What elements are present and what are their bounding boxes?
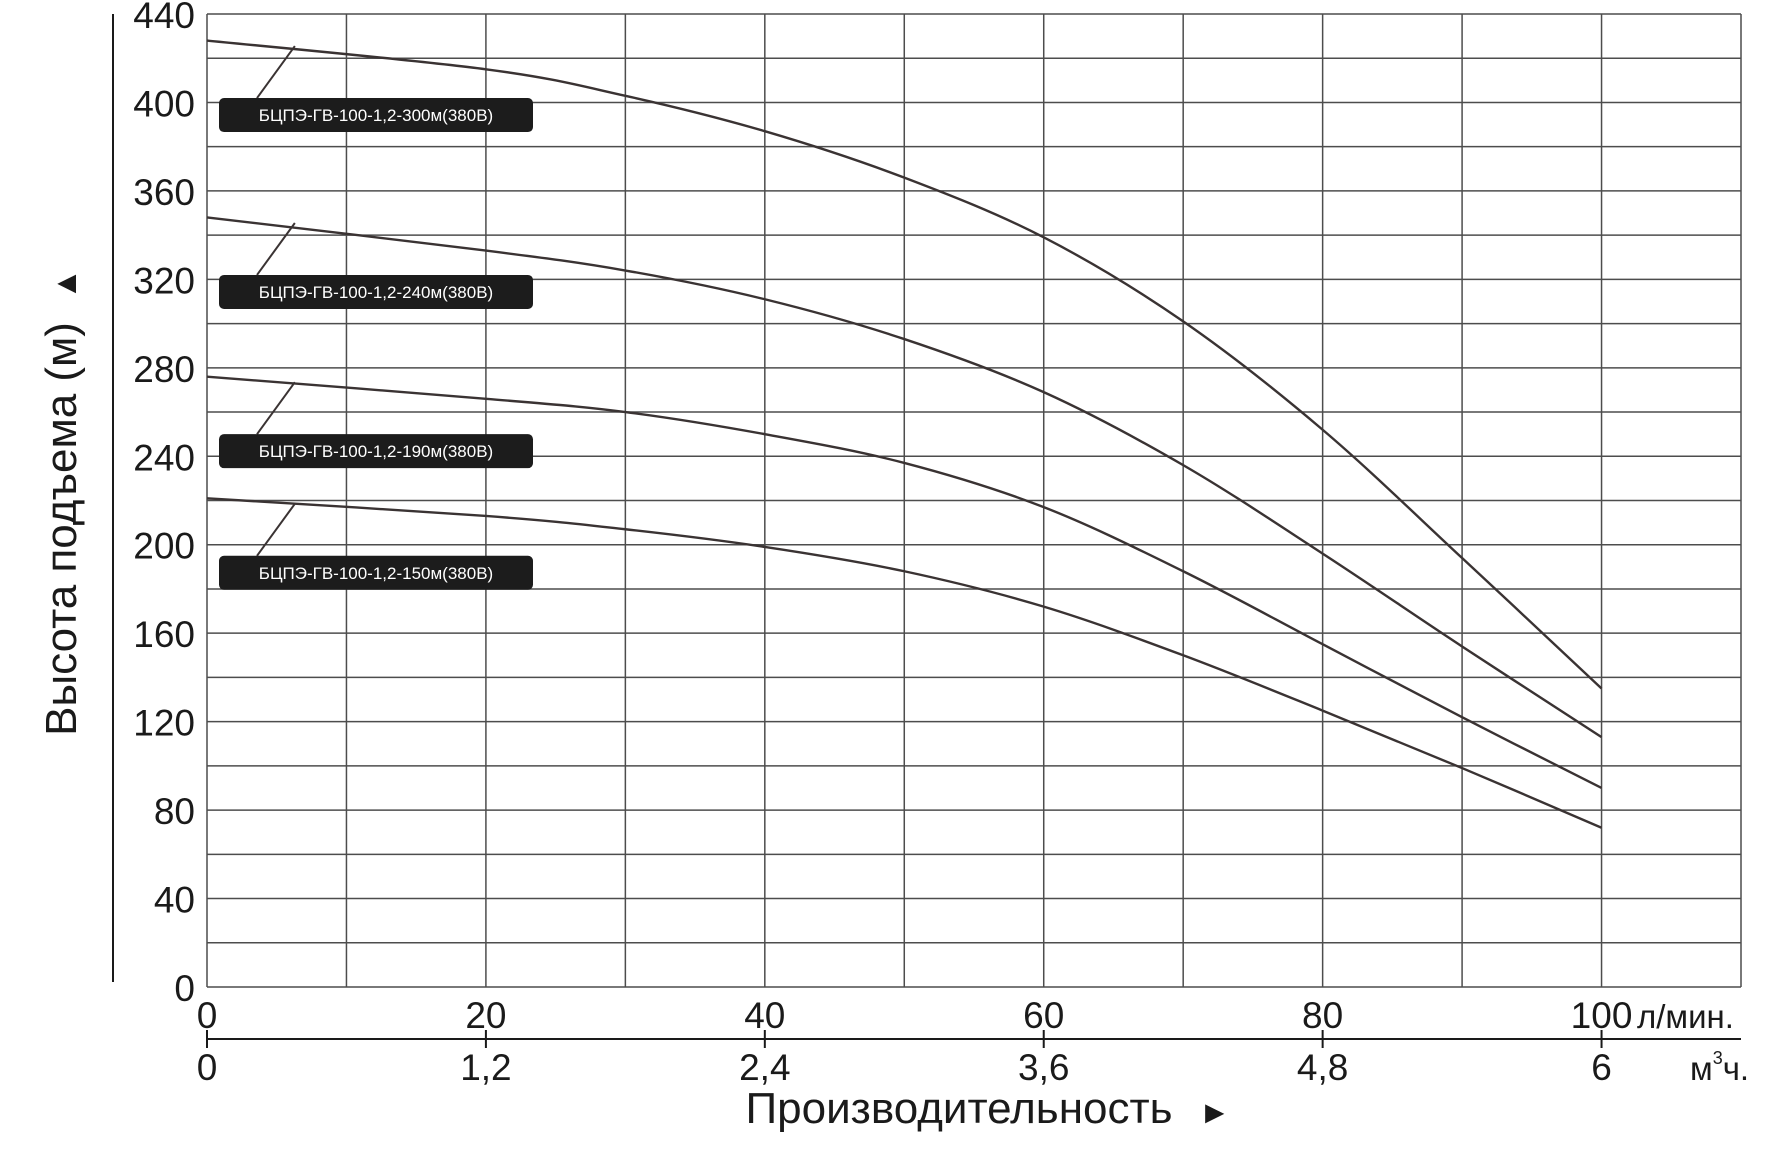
y-tick-label: 280	[133, 349, 195, 390]
series-label-text: БЦПЭ-ГВ-100-1,2-150м(380В)	[259, 564, 493, 583]
chart-axes	[112, 14, 1741, 1040]
x-unit-m3h: м3ч.	[1690, 1048, 1749, 1087]
x-tick-label-lpm: 20	[465, 995, 506, 1036]
y-axis-arrow: ▲	[47, 268, 83, 300]
x-tick-label-m3h: 6	[1591, 1047, 1612, 1088]
series-label-box	[219, 274, 533, 309]
x-tick-label-lpm: 40	[744, 995, 785, 1036]
y-axis-label-text: Высота подъема (м)	[37, 322, 86, 736]
x-axis-label-text: Производительность	[746, 1084, 1173, 1133]
series-label-text: БЦПЭ-ГВ-100-1,2-300м(380В)	[259, 106, 493, 125]
x-tick-label-m3h: 4,8	[1297, 1047, 1348, 1088]
x-tick-label-m3h: 1,2	[460, 1047, 511, 1088]
series-label-leader	[256, 45, 296, 99]
x-tick-label-lpm: 80	[1302, 995, 1343, 1036]
series-label-text: БЦПЭ-ГВ-100-1,2-190м(380В)	[259, 442, 493, 461]
chart-grid	[206, 13, 1742, 988]
series-label-leader	[256, 381, 296, 435]
series-label-box	[219, 555, 533, 590]
series-label-text: БЦПЭ-ГВ-100-1,2-240м(380В)	[259, 283, 493, 302]
series-label-box	[219, 434, 533, 469]
series-label: БЦПЭ-ГВ-100-1,2-240м(380В)	[219, 222, 533, 309]
series-label-leader	[256, 503, 296, 557]
y-tick-label: 240	[133, 437, 195, 478]
series-label-leader	[256, 222, 296, 276]
x-tick-label-m3h: 2,4	[739, 1047, 790, 1088]
x-tick-label-m3h: 0	[197, 1047, 218, 1088]
y-tick-label: 200	[133, 526, 195, 567]
y-tick-label: 80	[154, 791, 195, 832]
x-tick-label-lpm: 100	[1571, 995, 1633, 1036]
y-tick-label: 360	[133, 172, 195, 213]
y-tick-label: 0	[174, 968, 195, 1009]
chart-series	[206, 39, 1603, 829]
series-line	[206, 216, 1603, 739]
x-axis-arrow: ►	[1199, 1094, 1231, 1130]
x-tick-label-lpm: 60	[1023, 995, 1064, 1036]
y-tick-label: 320	[133, 260, 195, 301]
series-line	[206, 39, 1603, 690]
y-tick-label: 400	[133, 83, 195, 124]
x-axis-label: Производительность ►	[746, 1084, 1231, 1133]
series-label-box	[219, 98, 533, 133]
y-tick-label: 40	[154, 880, 195, 921]
y-axis-label: Высота подъема (м) ▲	[37, 268, 86, 736]
x-tick-label-m3h: 3,6	[1018, 1047, 1069, 1088]
series-label: БЦПЭ-ГВ-100-1,2-190м(380В)	[219, 381, 533, 469]
series-line	[206, 375, 1603, 790]
chart-series-labels: БЦПЭ-ГВ-100-1,2-300м(380В) БЦПЭ-ГВ-100-1,…	[219, 45, 533, 590]
series-label: БЦПЭ-ГВ-100-1,2-150м(380В)	[219, 503, 533, 590]
y-tick-label: 120	[133, 703, 195, 744]
y-tick-label: 440	[133, 0, 195, 36]
series-line	[206, 497, 1603, 829]
y-tick-label: 160	[133, 614, 195, 655]
series-label: БЦПЭ-ГВ-100-1,2-300м(380В)	[219, 45, 533, 133]
x-unit-lpm: л/мин.	[1637, 998, 1734, 1035]
x-tick-label-lpm: 0	[197, 995, 218, 1036]
